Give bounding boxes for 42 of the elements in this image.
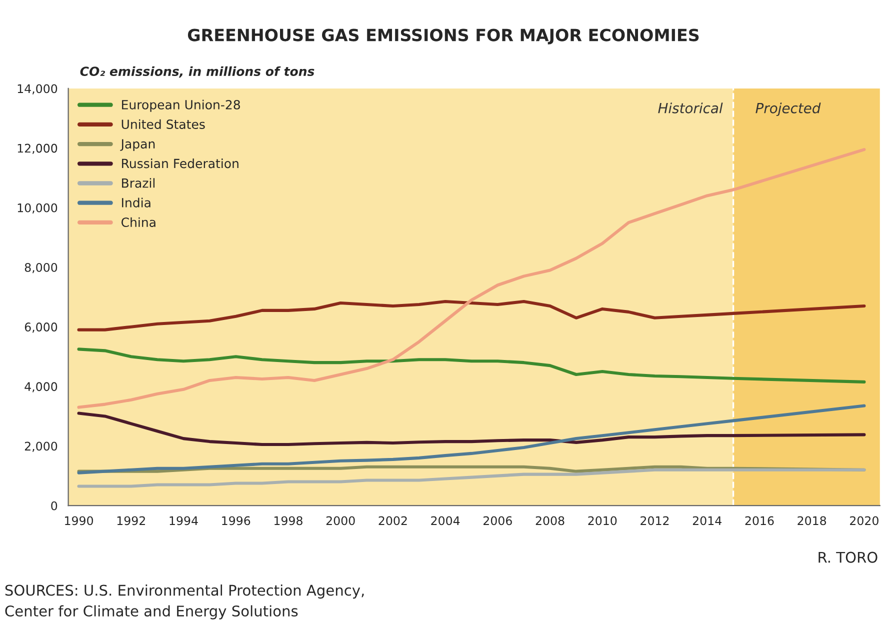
x-tick-label: 2010 [588, 516, 617, 526]
x-tick-label: 1992 [117, 516, 145, 526]
y-tick-label: 2,000 [24, 442, 58, 452]
x-tick-label: 1994 [170, 516, 198, 526]
x-tick-label: 1990 [65, 516, 94, 526]
text: R. TORO [818, 552, 878, 563]
legend-label: Japan [120, 139, 155, 152]
legend-label: India [122, 198, 150, 208]
y-tick-label: 6,000 [24, 322, 58, 333]
chart-title: GREENHOUSE GAS EMISSIONS FOR MAJOR ECONOMIES [188, 28, 699, 44]
legend-label: Brazil [122, 178, 155, 188]
source-note: SOURCES: U.S. Environmental Protection Agency, Center for Climate and Energy Solutions [5, 584, 364, 620]
x-tick-label: 1998 [274, 516, 302, 526]
legend-label: China [122, 217, 156, 227]
y-tick-label: 8,000 [24, 262, 58, 274]
band-label: Projected [756, 102, 821, 116]
y-tick-label: 4,000 [24, 382, 58, 392]
y-tick-label: 14,000 [18, 84, 58, 94]
x-tick-label: 1996 [222, 516, 250, 526]
x-tick-label: 2016 [745, 516, 774, 526]
x-tick-label: 2000 [326, 516, 355, 526]
line-series [77, 404, 866, 474]
x-tick-label: 2002 [378, 516, 407, 526]
ref-line-label: Historical [658, 102, 723, 114]
legend-label: Russian Federation [122, 158, 238, 168]
y-tick-label: 10,000 [18, 203, 58, 214]
legend-label: United States [122, 119, 205, 130]
line-series [77, 468, 866, 488]
legend-label: European Union-28 [122, 100, 240, 112]
x-tick-label: 2012 [640, 516, 669, 526]
line-series [77, 300, 866, 332]
x-tick-label: 2004 [431, 516, 460, 526]
y-tick-label: 12,000 [18, 144, 58, 154]
line-series [77, 348, 866, 384]
x-tick-label: 2018 [798, 516, 826, 526]
x-tick-label: 2020 [850, 516, 878, 526]
line-series [77, 412, 866, 446]
x-tick-label: 2014 [692, 516, 722, 526]
x-tick-label: 2006 [484, 516, 512, 526]
x-tick-label: 2008 [536, 516, 564, 526]
y-axis-title: CO₂ emissions, in millions of tons [80, 66, 314, 78]
y-tick-label: 0 [51, 501, 58, 510]
